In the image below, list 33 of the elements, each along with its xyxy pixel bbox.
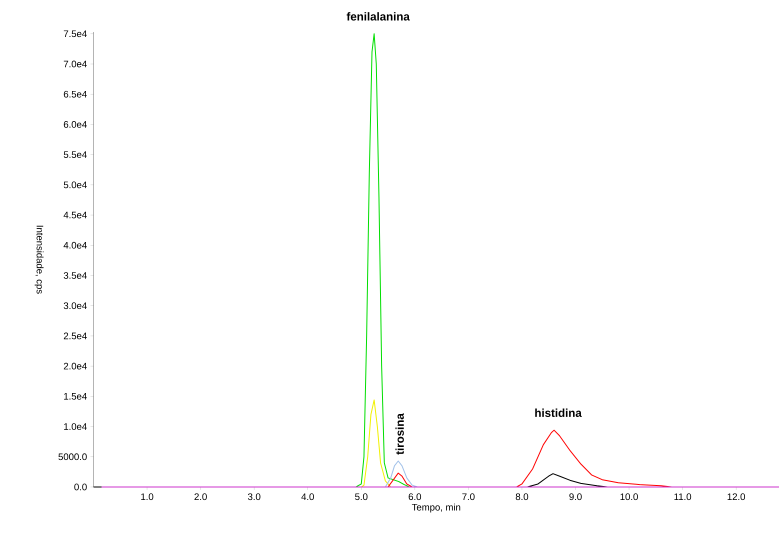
y-tick-label: 5000.0: [58, 453, 87, 460]
x-tick-label: 8.0: [516, 493, 528, 500]
x-tick-label: 12.0: [728, 493, 746, 500]
y-tick-label: 3.5e4: [64, 272, 87, 279]
x-tick-label: 11.0: [674, 493, 692, 500]
y-axis-title: Intensidade, cps: [34, 226, 44, 294]
x-tick-label: 2.0: [194, 493, 207, 500]
y-tick-label: 7.5e4: [64, 30, 87, 38]
annotation: tirosina: [395, 413, 404, 455]
x-tick-label: 9.0: [569, 493, 582, 500]
y-tick-label: 5.0e4: [64, 181, 87, 188]
y-tick-label: 4.5e4: [64, 212, 87, 218]
y-tick-label: 4.0e4: [64, 242, 87, 249]
x-tick-label: 6.0: [408, 493, 422, 500]
x-tick-label: 3.0: [248, 493, 260, 500]
x-tick-label: 4.0: [301, 493, 314, 500]
y-tick-label: 7.0e4: [64, 60, 87, 68]
x-axis-title: Tempo, min: [412, 504, 460, 512]
x-tick-label: 7.0: [462, 493, 475, 500]
x-tick-label: 1.0: [141, 493, 154, 500]
y-tick-label: 1.5e4: [64, 393, 87, 400]
y-tick-label: 1.0e4: [64, 423, 87, 430]
y-tick-label: 6.5e4: [64, 90, 87, 98]
annotation: fenilalanina: [346, 12, 410, 21]
y-tick-label: 3.0e4: [64, 302, 87, 310]
y-tick-label: 0.0: [74, 484, 87, 490]
x-tick-label: 5.0: [355, 493, 368, 500]
annotation: histidina: [535, 408, 582, 417]
x-tick-label: 10.0: [620, 493, 638, 500]
y-tick-label: 6.0e4: [64, 121, 87, 128]
y-tick-label: 2.5e4: [64, 332, 87, 340]
y-tick-label: 5.5e4: [64, 151, 87, 158]
y-tick-label: 2.0e4: [64, 362, 87, 370]
